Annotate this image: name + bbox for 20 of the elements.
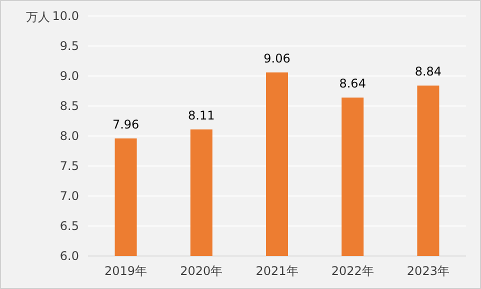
y-tick-label: 10.0	[52, 9, 79, 23]
y-axis-title: 万人	[26, 10, 50, 24]
y-tick-label: 8.5	[60, 99, 79, 113]
x-tick-label: 2020年	[180, 264, 223, 278]
y-tick-label: 7.5	[60, 159, 79, 173]
data-label: 8.84	[414, 64, 442, 79]
y-tick-label: 6.0	[60, 249, 79, 263]
y-tick-label: 8.0	[60, 129, 79, 143]
x-tick-label: 2019年	[104, 264, 148, 278]
y-tick-label: 9.0	[60, 69, 79, 83]
x-tick-label: 2022年	[331, 264, 374, 278]
y-tick-label: 7.0	[60, 189, 79, 203]
data-label: 9.06	[264, 51, 290, 66]
data-label: 8.64	[339, 76, 366, 91]
y-tick-label: 9.5	[60, 39, 79, 53]
y-tick-label: 6.5	[60, 219, 79, 233]
x-tick-label: 2023年	[406, 264, 450, 278]
data-label: 7.96	[112, 117, 140, 132]
x-tick-label: 2021年	[256, 264, 298, 278]
data-label: 8.11	[188, 108, 215, 122]
